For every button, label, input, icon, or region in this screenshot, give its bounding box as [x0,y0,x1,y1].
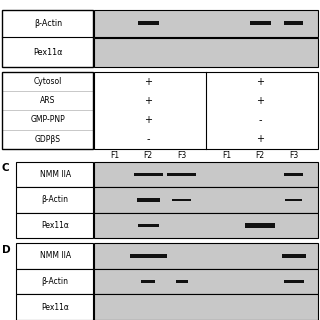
Text: β-Actin: β-Actin [42,196,69,204]
Text: GMP-PNP: GMP-PNP [31,116,65,124]
Bar [2,10,93,67]
Bar [167,173,196,176]
Text: NMM IIA: NMM IIA [40,252,71,260]
Bar [130,254,167,258]
Text: -: - [259,115,262,125]
Bar [94,72,318,149]
Bar [284,280,304,283]
Bar [134,173,163,176]
Bar [94,243,318,269]
Text: F1: F1 [110,151,119,160]
Bar [16,213,93,238]
Bar [94,187,318,213]
Text: F3: F3 [177,151,186,160]
Bar [94,10,318,37]
Text: Pex11α: Pex11α [41,221,69,230]
Bar [282,254,306,258]
Text: GDPβS: GDPβS [35,135,61,144]
Text: Pex11α: Pex11α [41,303,69,312]
Text: +: + [144,96,152,106]
Text: +: + [144,76,152,87]
Bar [137,198,160,202]
Bar [16,269,93,294]
Text: ARS: ARS [40,96,56,105]
Bar [16,243,93,269]
Bar [2,72,93,149]
Text: Cytosol: Cytosol [34,77,62,86]
Text: +: + [144,115,152,125]
Text: β-Actin: β-Actin [34,19,62,28]
Bar [285,198,302,202]
Bar [94,294,318,320]
Bar [94,38,318,67]
Bar [94,269,318,294]
Text: +: + [256,76,264,87]
Text: F2: F2 [256,151,265,160]
Bar [16,294,93,320]
Bar [16,187,93,213]
Bar [138,21,159,25]
Text: C: C [2,163,9,173]
Bar [245,223,275,228]
Text: F2: F2 [144,151,153,160]
Text: +: + [256,134,264,144]
Text: β-Actin: β-Actin [42,277,69,286]
Bar [94,213,318,238]
Bar [284,173,303,176]
Text: D: D [2,245,10,255]
Bar [284,21,303,25]
Bar [141,280,155,283]
Bar [172,198,191,202]
Text: F1: F1 [222,151,231,160]
Bar [250,21,270,25]
Bar [176,280,188,283]
Text: NMM IIA: NMM IIA [40,170,71,179]
Text: Pex11α: Pex11α [33,48,63,57]
Bar [94,162,318,187]
Text: +: + [256,96,264,106]
Bar [138,224,159,227]
Bar [16,162,93,187]
Text: -: - [147,134,150,144]
Text: F3: F3 [289,151,298,160]
